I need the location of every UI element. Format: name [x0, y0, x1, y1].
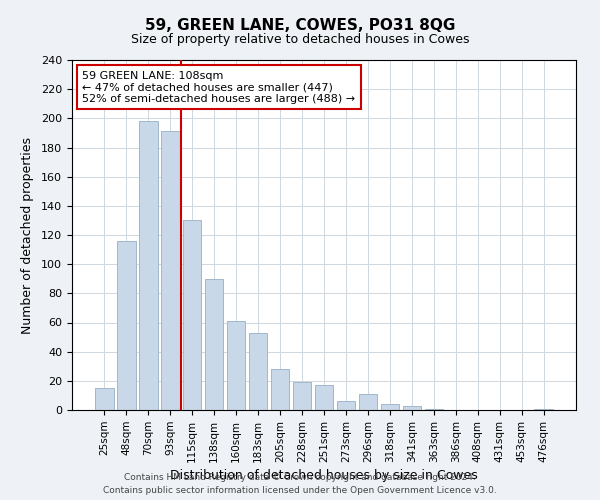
Bar — [227, 321, 245, 410]
Bar — [337, 401, 355, 410]
Text: Contains HM Land Registry data © Crown copyright and database right 2024.
Contai: Contains HM Land Registry data © Crown c… — [103, 474, 497, 495]
Bar — [249, 332, 268, 410]
Bar — [380, 404, 399, 410]
Bar — [271, 369, 289, 410]
Bar — [117, 241, 136, 410]
Bar — [293, 382, 311, 410]
Bar — [359, 394, 377, 410]
Y-axis label: Number of detached properties: Number of detached properties — [21, 136, 34, 334]
Text: 59, GREEN LANE, COWES, PO31 8QG: 59, GREEN LANE, COWES, PO31 8QG — [145, 18, 455, 32]
Bar — [139, 122, 158, 410]
Bar — [95, 388, 113, 410]
Bar — [161, 132, 179, 410]
X-axis label: Distribution of detached houses by size in Cowes: Distribution of detached houses by size … — [170, 469, 478, 482]
Bar — [403, 406, 421, 410]
Text: Size of property relative to detached houses in Cowes: Size of property relative to detached ho… — [131, 32, 469, 46]
Bar — [183, 220, 202, 410]
Bar — [314, 385, 334, 410]
Bar — [425, 408, 443, 410]
Bar — [535, 408, 553, 410]
Bar — [205, 279, 223, 410]
Text: 59 GREEN LANE: 108sqm
← 47% of detached houses are smaller (447)
52% of semi-det: 59 GREEN LANE: 108sqm ← 47% of detached … — [82, 70, 355, 104]
